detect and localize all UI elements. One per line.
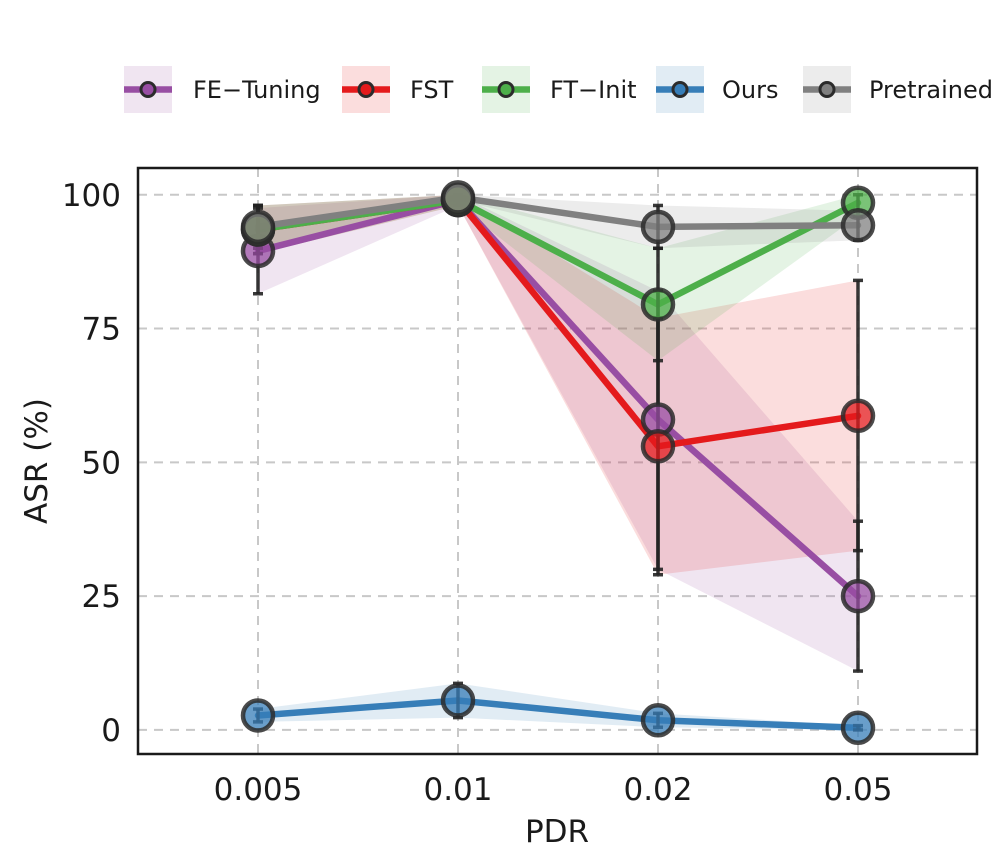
- legend: FE−Tuning FST FT−Init Ours Pretrained: [124, 66, 993, 113]
- point-ft-init: [640, 287, 676, 322]
- y-tick-label: 75: [82, 312, 121, 348]
- point-fe-tuning: [840, 578, 876, 614]
- point-pretrained: [440, 180, 476, 215]
- x-tick-label: 0.05: [823, 772, 892, 808]
- x-axis-label: PDR: [525, 814, 589, 850]
- tick-labels: 0 25 50 75 100 0.005 0.01 0.02 0.05: [62, 178, 893, 808]
- line-ours: [254, 697, 862, 732]
- point-pretrained: [240, 209, 276, 245]
- point-pretrained: [640, 209, 676, 245]
- legend-marker-fe-tuning: [139, 81, 157, 98]
- x-tick-label: 0.005: [214, 772, 303, 808]
- legend-label-ours: Ours: [722, 76, 778, 104]
- y-tick-label: 25: [82, 579, 121, 615]
- point-pretrained: [840, 208, 876, 243]
- legend-marker-fst: [357, 81, 375, 98]
- legend-marker-pretrained: [818, 81, 836, 98]
- line-pretrained: [254, 194, 862, 231]
- line-fe-tuning: [254, 196, 862, 600]
- point-ours: [840, 710, 876, 746]
- point-fst: [840, 398, 876, 434]
- legend-label-ft-init: FT−Init: [550, 76, 637, 104]
- legend-label-fst: FST: [410, 76, 454, 104]
- plot-frame: [136, 166, 979, 756]
- point-ours: [240, 698, 276, 733]
- band-ft-init: [258, 194, 858, 361]
- legend-label-pretrained: Pretrained: [869, 76, 993, 104]
- y-tick-label: 100: [62, 178, 121, 214]
- data-points: [240, 180, 876, 746]
- x-tick-label: 0.01: [423, 772, 492, 808]
- series-lines: [254, 194, 862, 732]
- point-ours: [440, 683, 476, 718]
- y-tick-label: 50: [82, 445, 121, 481]
- y-tick-label: 0: [101, 713, 121, 749]
- point-ours: [640, 703, 676, 738]
- band-fst: [258, 194, 858, 575]
- band-ours: [258, 683, 858, 730]
- x-tick-label: 0.02: [623, 772, 692, 808]
- point-fst: [640, 429, 676, 464]
- legend-marker-ft-init: [497, 81, 515, 98]
- legend-marker-ours: [671, 81, 689, 98]
- legend-label-fe-tuning: FE−Tuning: [193, 76, 321, 104]
- y-axis-label: ASR (%): [19, 398, 55, 524]
- band-fe-tuning: [258, 194, 858, 672]
